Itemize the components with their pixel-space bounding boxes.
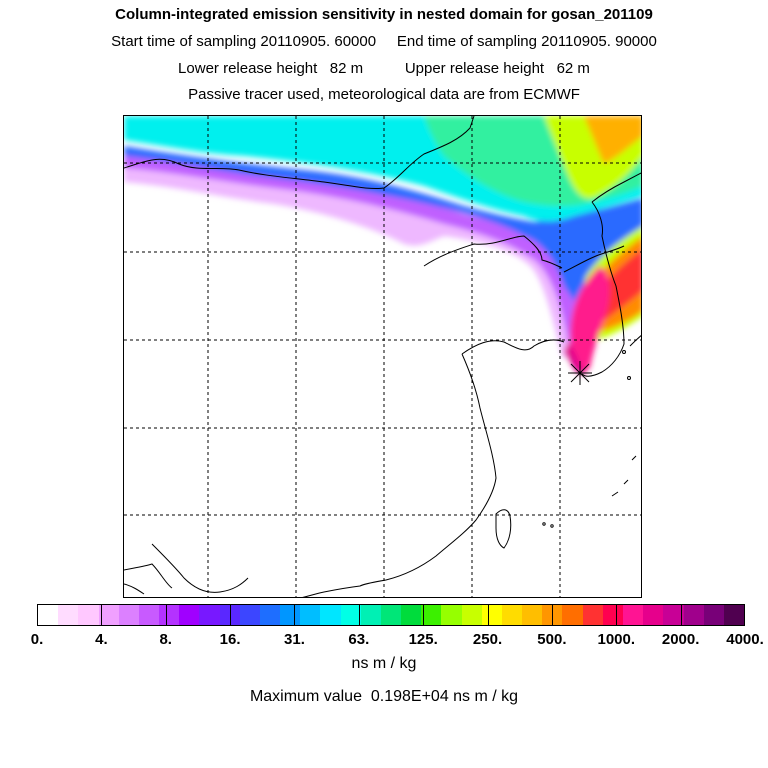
island-3: [542, 522, 546, 526]
tracer-source-line: Passive tracer used, meteorological data…: [188, 86, 580, 103]
colorbar-segment: [582, 605, 603, 625]
colorbar-segment: [522, 605, 543, 625]
colorbar-segment: [643, 605, 664, 625]
colorbar-tick-label: 0.: [30, 631, 44, 648]
colorbar-segment: [38, 605, 59, 625]
map-svg: [124, 116, 641, 597]
islands-ryukyu: [611, 455, 637, 497]
plume-pink-core: [570, 266, 610, 374]
colorbar-segment: [380, 605, 402, 625]
colorbar-segment: [683, 605, 704, 625]
colorbar-tick-label: 4.: [95, 631, 108, 648]
maximum-value-text: Maximum value 0.198E+04 ns m / kg: [249, 688, 519, 705]
colorbar-segment: [259, 605, 281, 625]
inland-border-2: [124, 563, 173, 589]
colorbar-segment: [703, 605, 724, 625]
island-1: [622, 350, 626, 354]
colorbar-segment: [723, 605, 745, 625]
release-height-line: Lower release height 82 m Upper release …: [178, 60, 590, 77]
colorbar-tick-label: 63.: [348, 631, 370, 648]
colorbar-divider: [165, 604, 167, 626]
colorbar-tick-label: 4000.: [726, 631, 764, 648]
colorbar-divider: [358, 604, 360, 626]
colorbar-segment: [199, 605, 220, 625]
colorbar-segment: [663, 605, 684, 625]
plume-blue: [124, 146, 641, 301]
coast-east-china: [302, 353, 497, 597]
colorbar-segment: [401, 605, 422, 625]
coast-bohai: [423, 235, 563, 269]
colorbar-segment: [300, 605, 321, 625]
colorbar-segment: [58, 605, 79, 625]
inland-border-1: [151, 543, 249, 593]
colorbar-segment: [78, 605, 99, 625]
lat-lon-grid: [124, 116, 641, 597]
colorbar-tick-label: 125.: [408, 631, 438, 648]
colorbar-divider: [423, 604, 425, 626]
colorbar-divider: [680, 604, 682, 626]
colorbar-segment: [481, 605, 502, 625]
coast-korea: [581, 201, 625, 377]
border-north: [124, 116, 475, 189]
colorbar-divider: [487, 604, 489, 626]
colorbar-tick-label: 8.: [159, 631, 172, 648]
plume-field: [124, 116, 641, 376]
colorbar-segment: [501, 605, 523, 625]
island-2: [627, 376, 631, 380]
colorbar-unit: ns m / kg: [351, 655, 417, 672]
colorbar-divider: [551, 604, 553, 626]
colorbar-tick-label: 250.: [472, 631, 503, 648]
colorbar-segment: [239, 605, 260, 625]
colorbar-tick-label: 31.: [284, 631, 305, 648]
colorbar-segment: [441, 605, 462, 625]
colorbar-divider: [101, 604, 103, 626]
colorbar-segment: [461, 605, 482, 625]
colorbar-segment: [340, 605, 361, 625]
map-panel: [123, 115, 642, 598]
colorbar-segment: [320, 605, 341, 625]
colorbar-tick-label: 16.: [219, 631, 241, 648]
sampling-time-line: Start time of sampling 20110905. 60000 E…: [111, 33, 657, 50]
colorbar-segment: [421, 605, 442, 625]
inland-border-3: [124, 583, 145, 595]
colorbar-segment: [118, 605, 139, 625]
colorbar-segment: [280, 605, 301, 625]
colorbar-segment: [219, 605, 240, 625]
colorbar-segment: [622, 605, 644, 625]
plot-title: Column-integrated emission sensitivity i…: [115, 6, 653, 23]
border-korea-north: [563, 245, 625, 273]
colorbar-segment: [562, 605, 583, 625]
taiwan: [495, 509, 512, 549]
colorbar-segment: [138, 605, 160, 625]
colorbar-divider: [616, 604, 618, 626]
colorbar-tick-label: 500.: [537, 631, 567, 648]
receptor-asterisk-icon: [568, 361, 592, 385]
colorbar-divider: [294, 604, 296, 626]
colorbar-divider: [230, 604, 232, 626]
coast-shandong: [461, 339, 565, 355]
colorbar-segment: [98, 605, 119, 625]
colorbar: [37, 604, 745, 626]
plume-orange: [584, 116, 641, 164]
border-northeast: [591, 172, 641, 203]
colorbar-segment: [159, 605, 180, 625]
colorbar-tick-label: 2000.: [661, 631, 700, 648]
colorbar-segment: [360, 605, 381, 625]
island-4: [550, 524, 554, 528]
colorbar-segment: [179, 605, 200, 625]
colorbar-segment: [602, 605, 623, 625]
colorbar-tick-label: 1000.: [597, 631, 636, 648]
